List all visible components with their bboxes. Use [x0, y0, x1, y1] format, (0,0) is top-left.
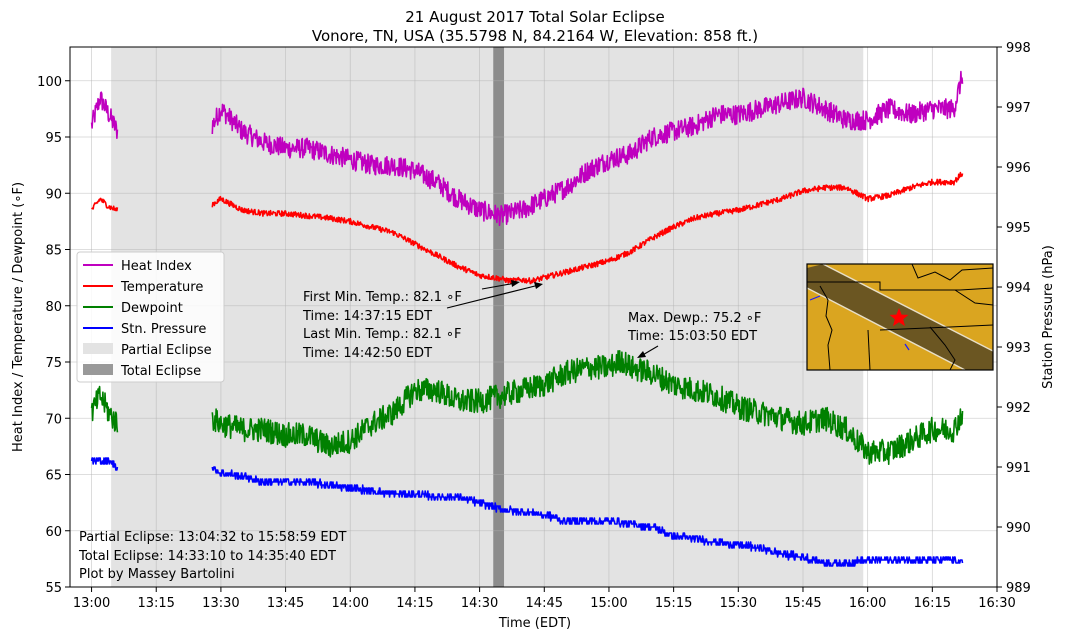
annotation-max-dewp-line2: Time: 15:03:50 EDT: [627, 329, 757, 344]
annotation-arrowhead-max-dewp: [637, 351, 646, 358]
legend-swatch: [83, 364, 113, 375]
series-line-heat-index: [90, 91, 119, 139]
chart-subtitle: Vonore, TN, USA (35.5798 N, 84.2164 W, E…: [312, 27, 758, 45]
x-tick-label: 16:30: [978, 596, 1015, 611]
legend-label: Partial Eclipse: [121, 343, 212, 358]
y2-tick-label: 995: [1006, 221, 1031, 236]
y-tick-label: 85: [45, 244, 62, 259]
inset-map-location-star: [889, 308, 909, 327]
series-line-stn-pressure: [211, 466, 964, 567]
shade-total-eclipse: [493, 47, 505, 587]
annotation-arrowhead-first-min: [511, 280, 520, 287]
x-tick-label: 14:00: [332, 596, 369, 611]
inset-map: [806, 263, 994, 371]
y2-tick-label: 998: [1006, 41, 1031, 56]
x-tick-label: 14:45: [526, 596, 563, 611]
footnote-partial: Partial Eclipse: 13:04:32 to 15:58:59 ED…: [79, 530, 347, 545]
axis-ticks: 13:00 13:15 13:30 13:45 14:00 14:15 14:30 14:45…: [37, 41, 1031, 611]
annotation-min-temp-line3: Last Min. Temp.: 82.1 ∘F: [303, 327, 462, 342]
y-tick-label: 75: [45, 356, 62, 371]
inset-map-border-sc: [929, 326, 956, 370]
inset-map-border-al-ga: [867, 329, 871, 370]
y2-tick-label: 993: [1006, 341, 1031, 356]
x-tick-label: 13:00: [73, 596, 110, 611]
x-tick-label: 15:15: [655, 596, 692, 611]
legend-swatch: [83, 343, 113, 354]
y-tick-label: 100: [37, 75, 62, 90]
x-tick-label: 16:00: [849, 596, 886, 611]
y2-tick-label: 996: [1006, 161, 1031, 176]
annotation-min-temp-line4: Time: 14:42:50 EDT: [302, 346, 432, 361]
legend-label: Dewpoint: [121, 301, 183, 316]
annotation-arrowhead-last-min: [534, 282, 543, 289]
x-tick-label: 15:00: [590, 596, 627, 611]
legend-label: Total Eclipse: [120, 364, 201, 379]
y-tick-label: 80: [45, 300, 62, 315]
series-line-temperature: [91, 197, 119, 212]
footnote-author: Plot by Massey Bartolini: [79, 567, 235, 582]
inset-map-river: [809, 295, 821, 301]
y2-tick-label: 990: [1006, 521, 1031, 536]
data-series: [90, 70, 964, 567]
inset-map-frame: [806, 263, 994, 371]
annotations: First Min. Temp.: 82.1 ∘F Time: 14:37:15…: [302, 280, 761, 361]
annotation-arrow-first-min: [481, 282, 517, 290]
x-tick-label: 14:30: [461, 596, 498, 611]
inset-map-border-north: [911, 264, 993, 281]
legend: Heat Index Temperature Dewpoint Stn. Pressu…: [76, 251, 225, 383]
y-tick-label: 95: [45, 131, 62, 146]
inset-map-border-tn-ga: [879, 324, 993, 331]
inset-map-path-edge-south: [807, 287, 966, 370]
inset-map-border-ky-tn: [807, 281, 993, 291]
x-tick-label: 13:30: [202, 596, 239, 611]
y-tick-label: 55: [45, 581, 62, 596]
legend-label: Temperature: [120, 280, 203, 295]
x-tick-label: 16:15: [914, 596, 951, 611]
series-line-temperature: [211, 171, 964, 285]
series-line-stn-pressure: [90, 457, 119, 471]
x-tick-label: 14:15: [396, 596, 433, 611]
x-axis-label: Time (EDT): [498, 616, 571, 631]
inset-map-path-edge-north: [822, 264, 993, 352]
y2-axis-label: Station Pressure (hPa): [1041, 245, 1056, 389]
series-line-dewpoint: [90, 385, 119, 433]
legend-label: Stn. Pressure: [121, 322, 206, 337]
inset-map-border-west: [819, 285, 833, 370]
footnote-total: Total Eclipse: 14:33:10 to 14:35:40 EDT: [78, 549, 336, 564]
y-axis-label: Heat Index / Temperature / Dewpoint (∘F): [11, 182, 26, 452]
series-line-dewpoint: [211, 350, 964, 465]
plot-frame: [69, 46, 998, 588]
y2-tick-label: 989: [1006, 581, 1031, 596]
series-line-heat-index: [211, 70, 964, 227]
y-tick-label: 70: [45, 412, 62, 427]
y2-tick-label: 992: [1006, 401, 1031, 416]
x-tick-label: 15:45: [784, 596, 821, 611]
chart-title: 21 August 2017 Total Solar Eclipse: [405, 8, 664, 26]
annotation-max-dewp-line1: Max. Dewp.: 75.2 ∘F: [628, 311, 761, 326]
x-tick-label: 13:45: [267, 596, 304, 611]
y2-tick-label: 994: [1006, 281, 1031, 296]
y2-tick-label: 991: [1006, 461, 1031, 476]
x-tick-label: 13:15: [137, 596, 174, 611]
y-tick-label: 65: [45, 469, 62, 484]
legend-label: Heat Index: [121, 259, 192, 274]
legend-box: [76, 251, 225, 383]
y2-tick-label: 997: [1006, 101, 1031, 116]
annotation-arrow-last-min: [446, 284, 540, 309]
x-tick-label: 15:30: [720, 596, 757, 611]
y-tick-label: 90: [45, 187, 62, 202]
annotation-min-temp-line1: First Min. Temp.: 82.1 ∘F: [303, 290, 462, 305]
annotation-min-temp-line2: Time: 14:37:15 EDT: [302, 309, 432, 324]
y-tick-label: 60: [45, 525, 62, 540]
inset-map-lake: [904, 343, 910, 351]
inset-map-border-nc: [954, 289, 993, 306]
